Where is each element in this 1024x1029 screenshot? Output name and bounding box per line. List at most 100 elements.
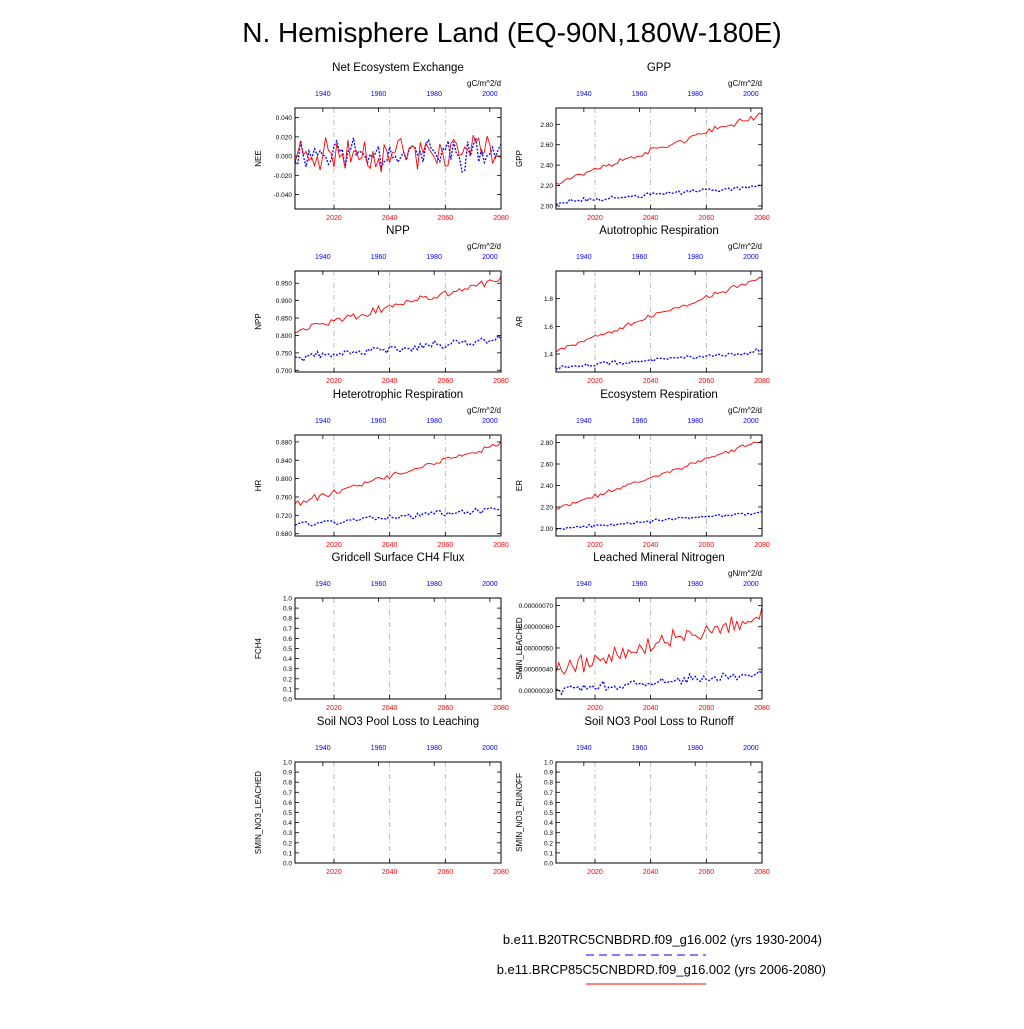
chart-units-label: gC/m^2/d [728, 242, 762, 251]
x-tick-label-bottom: 2020 [587, 869, 603, 876]
x-tick-label-bottom: 2080 [493, 542, 509, 549]
x-tick-label-top: 1940 [315, 418, 331, 425]
x-tick-label-top: 1980 [426, 581, 442, 588]
series-line-historical [555, 670, 763, 696]
plot-frame [555, 270, 763, 373]
y-axis-label: SMIN_NO3_LEACHED [254, 771, 263, 854]
x-tick-label-top: 1940 [576, 745, 592, 752]
legend-historical-label: b.e11.B20TRC5CNBDRD.f09_g16.002 (yrs 193… [503, 932, 822, 947]
y-tick-label: 0.950 [276, 281, 293, 288]
chart-panel-fch4: Gridcell Surface CH4 Flux 0.0 0.1 0.2 0.3 0.4… [254, 552, 509, 712]
y-tick-label: 0.7 [283, 790, 292, 797]
x-tick-label-bottom: 2060 [699, 542, 715, 549]
y-tick-label: 0.020 [276, 134, 293, 141]
chart-units-label: gC/m^2/d [467, 406, 501, 415]
chart-panel-gpp: GPP gC/m^2/d 2.00 2.20 2.40 2.60 2.80 GPP 2020 20… [515, 62, 770, 222]
x-tick-label-bottom: 2080 [493, 705, 509, 712]
y-tick-label: 0.800 [276, 333, 293, 340]
y-tick-label: 0.4 [283, 656, 292, 663]
chart-units-label: gC/m^2/d [467, 242, 501, 251]
y-tick-label: 2.20 [540, 504, 553, 511]
chart-title: Leached Mineral Nitrogen [593, 552, 725, 564]
x-tick-label-top: 1960 [371, 745, 387, 752]
x-tick-label-bottom: 2040 [382, 705, 398, 712]
y-tick-label: 0.800 [276, 476, 293, 483]
y-tick-label: 0.850 [276, 316, 293, 323]
y-tick-label: 0.5 [283, 646, 292, 653]
x-tick-label-bottom: 2020 [326, 215, 342, 222]
chart-title: Soil NO3 Pool Loss to Runoff [584, 716, 734, 728]
y-tick-label: 0.3 [544, 830, 553, 837]
x-tick-label-top: 1940 [576, 418, 592, 425]
x-tick-label-bottom: 2020 [326, 705, 342, 712]
y-tick-label: 2.60 [540, 142, 553, 149]
series-line-historical [555, 348, 763, 371]
x-tick-label-top: 2000 [743, 745, 759, 752]
x-tick-label-top: 1980 [687, 418, 703, 425]
y-tick-label: 0.1 [544, 850, 553, 857]
chart-panel-smin_no3_runoff: Soil NO3 Pool Loss to Runoff 0.0 0.1 0.2 0.3… [515, 716, 770, 876]
x-tick-label-top: 2000 [482, 581, 498, 588]
x-tick-label-top: 1960 [371, 418, 387, 425]
y-tick-label: 0.000 [276, 154, 293, 161]
y-tick-label: 0.8 [544, 780, 553, 787]
x-tick-label-bottom: 2020 [587, 215, 603, 222]
x-tick-label-bottom: 2080 [754, 869, 770, 876]
chart-title: GPP [647, 62, 672, 74]
y-tick-label: 0.4 [283, 820, 292, 827]
plot-frame [555, 597, 763, 700]
y-tick-label: 0.7 [283, 626, 292, 633]
plot-frame [555, 761, 763, 864]
y-tick-label: 0.9 [283, 770, 292, 777]
plot-frame [294, 597, 502, 700]
chart-units-label: gN/m^2/d [728, 569, 762, 578]
chart-panel-smin_no3_leached: Soil NO3 Pool Loss to Leaching 0.0 0.1 0.2 0… [254, 716, 509, 876]
chart-panel-ar: Autotrophic Respiration gC/m^2/d 1.4 1.6 1.8… [515, 225, 770, 385]
x-tick-label-bottom: 2080 [493, 869, 509, 876]
plot-frame [294, 761, 502, 864]
x-tick-label-top: 1960 [632, 745, 648, 752]
x-tick-label-top: 2000 [482, 254, 498, 261]
series-line-future [555, 277, 762, 353]
y-tick-label: 0.750 [276, 350, 293, 357]
y-tick-label: 2.40 [540, 483, 553, 490]
y-tick-label: 0.1 [283, 686, 292, 693]
x-tick-label-top: 1940 [576, 254, 592, 261]
y-tick-label: 0.700 [276, 368, 293, 375]
x-tick-label-bottom: 2040 [643, 542, 659, 549]
y-tick-label: 0.040 [276, 115, 293, 122]
x-tick-label-bottom: 2040 [382, 378, 398, 385]
x-tick-label-bottom: 2020 [587, 705, 603, 712]
x-tick-label-bottom: 2060 [438, 542, 454, 549]
x-tick-label-top: 1940 [315, 91, 331, 98]
x-tick-label-top: 1960 [371, 581, 387, 588]
x-tick-label-bottom: 2080 [493, 215, 509, 222]
y-tick-label: 0.7 [544, 790, 553, 797]
x-tick-label-bottom: 2060 [699, 215, 715, 222]
y-axis-label: SMIN_NO3_RUNOFF [515, 773, 524, 852]
y-axis-label: SMIN_LEACHED [515, 617, 524, 679]
x-tick-label-top: 1960 [632, 254, 648, 261]
series-line-future [294, 276, 502, 334]
y-tick-label: 0.9 [283, 606, 292, 613]
y-tick-label: 0.00000030 [519, 688, 554, 695]
series-line-future [555, 112, 763, 185]
chart-title: Ecosystem Respiration [600, 389, 718, 401]
chart-units-label: gC/m^2/d [728, 406, 762, 415]
y-tick-label: 0.00000070 [519, 603, 554, 610]
y-axis-label: FCH4 [254, 638, 263, 659]
x-tick-label-bottom: 2060 [699, 378, 715, 385]
x-tick-label-bottom: 2040 [643, 705, 659, 712]
chart-title: Autotrophic Respiration [599, 225, 719, 237]
y-tick-label: 1.4 [544, 352, 553, 359]
chart-title: Heterotrophic Respiration [333, 389, 463, 401]
y-tick-label: 0.2 [544, 840, 553, 847]
x-tick-label-top: 1940 [315, 254, 331, 261]
y-tick-label: 0.6 [544, 800, 553, 807]
x-tick-label-bottom: 2080 [754, 378, 770, 385]
y-tick-label: 0.6 [283, 800, 292, 807]
x-tick-label-top: 1940 [315, 745, 331, 752]
y-tick-label: 0.3 [283, 666, 292, 673]
series-line-historical [555, 510, 763, 531]
